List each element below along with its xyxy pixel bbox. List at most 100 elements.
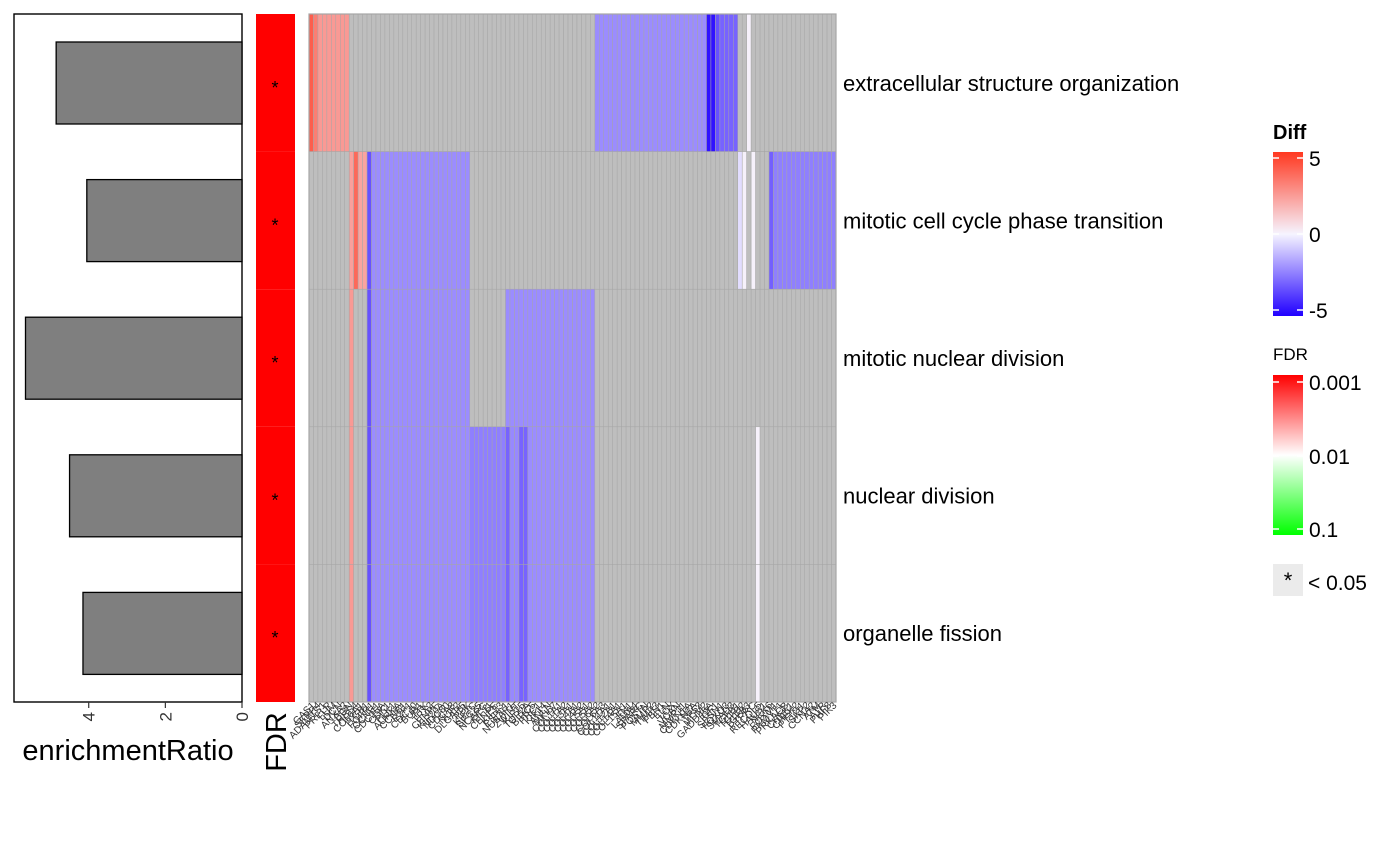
heatmap-cell bbox=[322, 426, 328, 565]
fdr-legend: FDR 0.001 0.01 0.1 bbox=[1273, 345, 1362, 542]
heatmap-cell bbox=[639, 426, 645, 565]
heatmap-cell bbox=[496, 288, 502, 428]
heatmap-cell bbox=[375, 151, 381, 290]
heatmap-cell bbox=[353, 151, 359, 290]
heatmap-cell bbox=[433, 426, 439, 565]
gene-labels: GAS1SFRP4ADAMTS1PRELPLUMDCNANXA2BGNTHBS4… bbox=[287, 700, 839, 741]
heatmap-cell bbox=[514, 426, 520, 565]
heatmap-cell bbox=[500, 426, 506, 565]
heatmap-cell bbox=[800, 151, 805, 290]
heatmap-cell bbox=[697, 564, 703, 703]
heatmap-cell bbox=[545, 564, 551, 703]
heatmap-cell bbox=[616, 151, 622, 290]
heatmap-cell bbox=[545, 288, 551, 428]
heatmap-cell bbox=[795, 288, 801, 428]
heatmap-cell bbox=[643, 151, 649, 290]
heatmap-cell bbox=[509, 13, 515, 152]
heatmap-cell bbox=[407, 151, 412, 290]
heatmap-cell bbox=[460, 426, 466, 565]
heatmap-cell bbox=[348, 426, 354, 565]
heatmap-cell bbox=[344, 151, 350, 290]
heatmap-cell bbox=[442, 426, 448, 565]
heatmap-cell bbox=[581, 151, 587, 290]
heatmap-cell bbox=[402, 426, 408, 565]
heatmap-cell bbox=[451, 151, 457, 290]
heatmap-cell bbox=[639, 564, 645, 703]
heatmap-cell bbox=[657, 151, 663, 290]
heatmap-cell bbox=[393, 426, 399, 565]
enrichment-bar-panel: 0 2 4 enrichmentRatio bbox=[13, 13, 252, 767]
heatmap-cell bbox=[701, 564, 707, 703]
heatmap-cell bbox=[549, 151, 555, 290]
heatmap-cell bbox=[326, 151, 332, 290]
significance-label: < 0.05 bbox=[1308, 572, 1367, 595]
heatmap-cell bbox=[380, 564, 386, 703]
heatmap-cell bbox=[313, 151, 319, 290]
heatmap-cell bbox=[491, 151, 497, 290]
heatmap-cell bbox=[719, 288, 725, 428]
heatmap-cell bbox=[549, 288, 555, 428]
fdr-significance-marker: * bbox=[271, 628, 278, 648]
heatmap-cell bbox=[576, 564, 582, 703]
heatmap-cell bbox=[688, 564, 694, 703]
significance-key bbox=[1273, 564, 1303, 596]
heatmap-cell bbox=[509, 564, 515, 703]
heatmap-cell bbox=[393, 564, 399, 703]
heatmap-cell bbox=[737, 288, 743, 428]
heatmap-cell bbox=[652, 13, 658, 152]
heatmap-cell bbox=[429, 288, 435, 428]
heatmap-cell bbox=[826, 426, 832, 565]
heatmap-cell bbox=[715, 13, 721, 152]
fdr-significance-marker: * bbox=[271, 353, 278, 373]
heatmap-cell bbox=[496, 426, 502, 565]
heatmap-cell bbox=[786, 288, 792, 428]
heatmap-cell bbox=[411, 288, 417, 428]
heatmap-cell bbox=[331, 151, 337, 290]
heatmap-cell bbox=[692, 426, 698, 565]
heatmap-cell bbox=[697, 288, 703, 428]
heatmap-cell bbox=[438, 564, 444, 703]
heatmap-cell bbox=[634, 564, 640, 703]
heatmap-cell bbox=[549, 564, 555, 703]
heatmap-cell bbox=[380, 426, 386, 565]
heatmap-cell bbox=[706, 151, 712, 290]
heatmap-cell bbox=[603, 151, 609, 290]
enrichment-axis-label: enrichmentRatio bbox=[22, 735, 233, 767]
heatmap-cell bbox=[554, 151, 560, 290]
heatmap-cell bbox=[795, 13, 801, 152]
heatmap-cell bbox=[326, 13, 332, 152]
heatmap-cell bbox=[666, 13, 672, 152]
heatmap-cell bbox=[777, 13, 783, 152]
heatmap-cell bbox=[808, 151, 814, 290]
heatmap-cell bbox=[491, 13, 497, 152]
fdr-legend-tick-label: 0.1 bbox=[1309, 519, 1338, 542]
heatmap-cell bbox=[482, 426, 488, 565]
heatmap-cell bbox=[389, 564, 395, 703]
heatmap-cell bbox=[523, 151, 529, 290]
heatmap-cell bbox=[527, 151, 533, 290]
heatmap-cell bbox=[532, 564, 538, 703]
heatmap-cell bbox=[487, 564, 493, 703]
heatmap-cell bbox=[375, 426, 381, 565]
heatmap-cell bbox=[724, 426, 730, 565]
heatmap-cell bbox=[366, 426, 372, 565]
heatmap-cell bbox=[407, 13, 412, 152]
heatmap-cell bbox=[643, 564, 649, 703]
heatmap-cell bbox=[724, 564, 730, 703]
heatmap-cell bbox=[683, 426, 689, 565]
heatmap-cell bbox=[558, 426, 564, 565]
heatmap-cell bbox=[500, 564, 506, 703]
heatmap-cell bbox=[701, 151, 707, 290]
heatmap-cell bbox=[804, 13, 810, 152]
heatmap-cell bbox=[407, 288, 412, 428]
heatmap-cell bbox=[482, 151, 488, 290]
heatmap-cell bbox=[505, 13, 511, 152]
heatmap-cell bbox=[648, 288, 654, 428]
heatmap-cell bbox=[366, 564, 372, 703]
heatmap-cell bbox=[465, 288, 471, 428]
heatmap-cell bbox=[813, 13, 819, 152]
heatmap-cell bbox=[666, 564, 672, 703]
heatmap-cell bbox=[456, 426, 462, 565]
heatmap-cell bbox=[420, 151, 426, 290]
heatmap-cell bbox=[482, 564, 488, 703]
